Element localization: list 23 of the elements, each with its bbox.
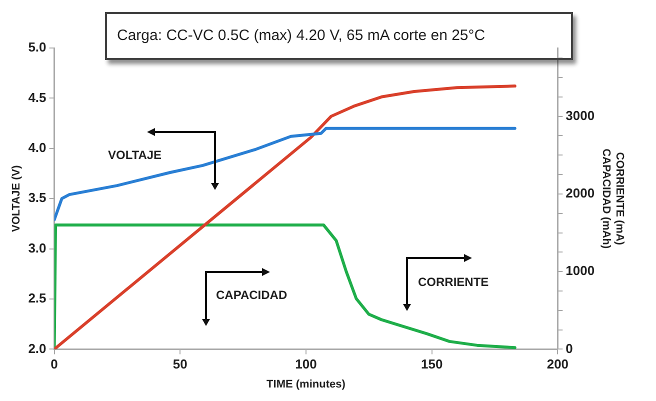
y2-axis-title: CORRIENTE (mA) CAPACIDAD (mAh) — [600, 148, 626, 249]
annotation: CORRIENTE — [418, 275, 489, 289]
x-axis-title: TIME (minutes) — [266, 378, 346, 390]
y-tick-label: 5.0 — [28, 40, 46, 55]
chart-title: Carga: CC-VC 0.5C (max) 4.20 V, 65 mA corte en 25°C — [117, 27, 486, 44]
x-tick-label: 50 — [172, 356, 188, 372]
y-tick-label: 3.5 — [28, 190, 46, 206]
y2-tick-label: 2000 — [566, 186, 595, 201]
y2-tick-label: 1000 — [566, 263, 595, 278]
y-tick-label: 4.0 — [28, 140, 46, 155]
y2-tick-label: 0 — [566, 340, 573, 356]
y2-tick-label: 3000 — [566, 108, 595, 123]
x-tick-label: 200 — [546, 356, 569, 372]
annotation: CAPACIDAD — [216, 288, 288, 302]
y-axis-title: VOLTAJE (V) — [10, 164, 23, 232]
y-tick-label: 2.5 — [28, 290, 46, 306]
x-tick-label: 100 — [295, 356, 317, 372]
x-tick-label: 0 — [50, 356, 58, 372]
annotation: VOLTAJE — [108, 148, 162, 162]
y-tick-label: 4.5 — [28, 90, 46, 105]
y-tick-label: 3.0 — [28, 240, 46, 256]
y-tick-label: 2.0 — [28, 340, 46, 356]
x-tick-label: 150 — [420, 356, 443, 372]
